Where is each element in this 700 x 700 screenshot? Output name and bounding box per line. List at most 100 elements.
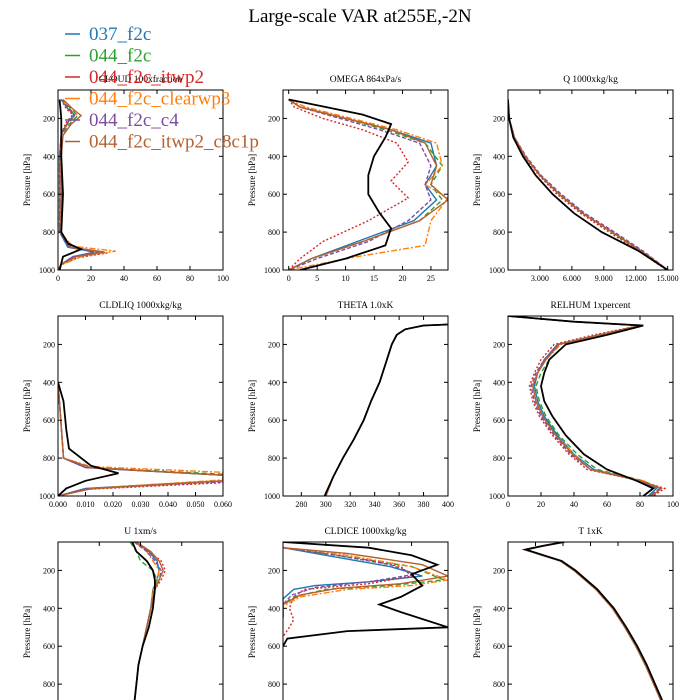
x-tick-label: 60 bbox=[603, 500, 611, 509]
series-group bbox=[129, 542, 167, 700]
series-line-044_f2c_itwp2_c8c1p bbox=[288, 98, 448, 270]
y-tick-label: 800 bbox=[268, 680, 280, 689]
x-tick-label: 280 bbox=[295, 500, 307, 509]
x-tick-label: 380 bbox=[418, 500, 430, 509]
y-tick-label: 1000 bbox=[264, 266, 280, 275]
y-tick-label: 600 bbox=[43, 642, 55, 651]
y-tick-label: 200 bbox=[43, 566, 55, 575]
y-tick-label: 600 bbox=[268, 190, 280, 199]
x-tick-label: 0.030 bbox=[132, 500, 150, 509]
y-tick-label: 200 bbox=[493, 566, 505, 575]
chart-panel: THETA 1.0xK Pressure [hPa] 200 400 600 800 100… bbox=[247, 301, 454, 509]
y-axis-label: Pressure [hPa] bbox=[472, 154, 482, 206]
y-tick-label: 800 bbox=[43, 680, 55, 689]
series-line-044_f2c bbox=[521, 542, 662, 700]
panel-title: CLOUD 100xfraction bbox=[99, 74, 183, 85]
y-tick-label: 200 bbox=[493, 114, 505, 123]
y-tick-label: 800 bbox=[43, 454, 55, 463]
y-tick-label: 400 bbox=[43, 604, 55, 613]
x-tick-label: 0 bbox=[56, 274, 60, 283]
series-group bbox=[283, 542, 448, 647]
y-tick-label: 600 bbox=[493, 416, 505, 425]
y-axis-label: Pressure [hPa] bbox=[472, 606, 482, 658]
x-tick-label: 0.050 bbox=[187, 500, 205, 509]
plot-frame bbox=[507, 315, 674, 497]
legend-label: 044_f2c_itwp2_c8c1p bbox=[89, 132, 259, 153]
plot-frame bbox=[282, 541, 449, 700]
x-tick-label: 20 bbox=[537, 500, 545, 509]
panel-title: CLDLIQ 1000xkg/kg bbox=[99, 301, 182, 311]
legend-entry: 044_f2c_clearwp3 bbox=[65, 89, 230, 110]
panel-title: U 1xm/s bbox=[124, 527, 157, 537]
series-line-044_f2c_itwp2_c8c1p bbox=[283, 547, 448, 618]
reference-line bbox=[508, 99, 669, 270]
legend-entry: 044_f2c_itwp2_c8c1p bbox=[65, 132, 259, 153]
y-tick-label: 800 bbox=[268, 228, 280, 237]
y-tick-label: 800 bbox=[493, 228, 505, 237]
x-tick-label: 80 bbox=[636, 500, 644, 509]
y-tick-label: 200 bbox=[43, 340, 55, 349]
x-tick-label: 10 bbox=[342, 274, 350, 283]
y-axis-label: Pressure [hPa] bbox=[247, 380, 257, 432]
x-tick-label: 15 bbox=[370, 274, 378, 283]
panel-title: Q 1000xkg/kg bbox=[563, 75, 618, 85]
y-tick-label: 400 bbox=[493, 604, 505, 613]
legend-entry: 044_f2c_c4 bbox=[65, 110, 179, 131]
figure-title: Large-scale VAR at255E,-2N bbox=[248, 6, 471, 27]
y-tick-label: 400 bbox=[493, 378, 505, 387]
series-group bbox=[508, 316, 667, 496]
y-tick-label: 1000 bbox=[489, 492, 505, 501]
legend: 037_f2c044_f2c044_f2c_itwp2044_f2c_clear… bbox=[65, 24, 259, 153]
y-tick-label: 200 bbox=[268, 566, 280, 575]
series-group bbox=[521, 542, 664, 700]
plot-frame bbox=[57, 89, 224, 271]
legend-label: 044_f2c bbox=[89, 46, 151, 67]
y-tick-label: 400 bbox=[493, 152, 505, 161]
y-tick-label: 400 bbox=[268, 604, 280, 613]
y-tick-label: 600 bbox=[43, 416, 55, 425]
reference-line bbox=[288, 98, 393, 270]
series-line-037_f2c bbox=[508, 99, 669, 270]
series-line-044_f2c_itwp2 bbox=[508, 316, 667, 496]
x-tick-label: 0.010 bbox=[77, 500, 95, 509]
legend-label: 044_f2c_c4 bbox=[89, 110, 179, 131]
plot-frame bbox=[282, 315, 449, 497]
legend-entry: 044_f2c_itwp2 bbox=[65, 67, 204, 88]
panel-title: CLDICE 1000xkg/kg bbox=[324, 527, 406, 537]
x-tick-label: 0.000 bbox=[49, 500, 67, 509]
plot-frame bbox=[57, 315, 224, 497]
reference-line bbox=[58, 382, 119, 496]
series-line-037_f2c bbox=[325, 323, 448, 496]
x-tick-label: 60 bbox=[153, 274, 161, 283]
chart-panel: CLDLIQ 1000xkg/kg Pressure [hPa] 200 400 600… bbox=[22, 301, 232, 509]
series-line-044_f2c_c4 bbox=[325, 323, 448, 496]
y-tick-label: 400 bbox=[268, 152, 280, 161]
series-line-044_f2c_itwp2 bbox=[283, 547, 414, 638]
reference-line bbox=[283, 542, 448, 647]
plot-frame bbox=[507, 89, 674, 271]
series-line-044_f2c_itwp2_c8c1p bbox=[508, 99, 669, 270]
x-tick-label: 0 bbox=[287, 274, 291, 283]
y-axis-label: Pressure [hPa] bbox=[472, 380, 482, 432]
y-tick-label: 400 bbox=[43, 378, 55, 387]
plot-frame bbox=[57, 541, 224, 700]
panel-title: THETA 1.0xK bbox=[338, 301, 394, 311]
x-tick-label: 0 bbox=[506, 500, 510, 509]
y-tick-label: 200 bbox=[268, 114, 280, 123]
chart-panel: Q 1000xkg/kg Pressure [hPa] 200 400 600 800 10… bbox=[472, 75, 679, 283]
series-line-044_f2c_itwp2 bbox=[58, 382, 223, 496]
plot-frame bbox=[507, 541, 674, 700]
x-tick-label: 20 bbox=[87, 274, 95, 283]
series-line-044_f2c_clearwp3 bbox=[288, 98, 448, 270]
y-tick-label: 800 bbox=[493, 680, 505, 689]
x-tick-label: 25 bbox=[427, 274, 435, 283]
y-tick-label: 1000 bbox=[489, 266, 505, 275]
series-line-044_f2c_itwp2_c8c1p bbox=[133, 542, 164, 700]
series-line-044_f2c bbox=[129, 542, 158, 700]
x-tick-label: 340 bbox=[369, 500, 381, 509]
x-tick-label: 5 bbox=[315, 274, 319, 283]
x-tick-label: 100 bbox=[667, 500, 679, 509]
